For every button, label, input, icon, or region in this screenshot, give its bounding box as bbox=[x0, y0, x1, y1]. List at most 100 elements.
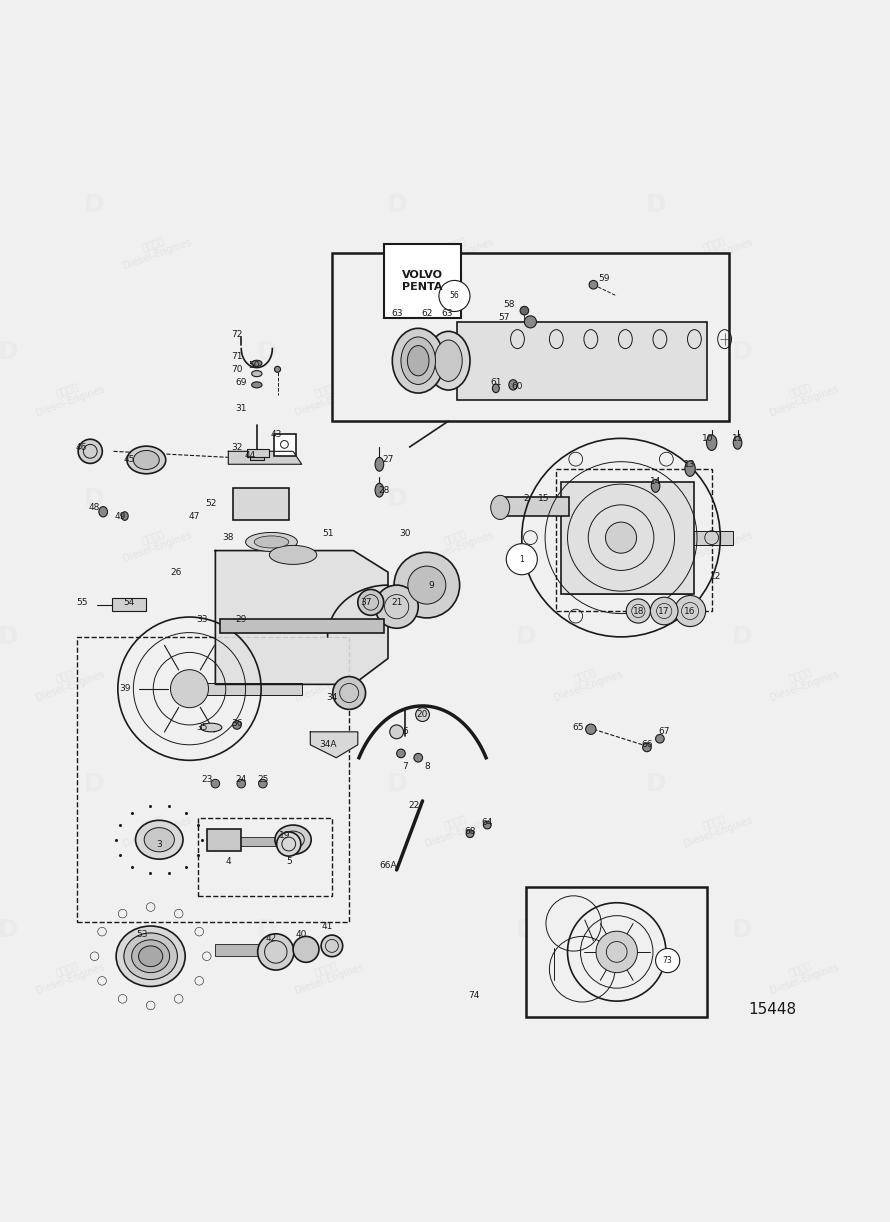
Ellipse shape bbox=[200, 723, 222, 732]
Bar bbox=[250, 451, 263, 459]
Ellipse shape bbox=[321, 935, 343, 957]
Ellipse shape bbox=[277, 832, 301, 857]
Ellipse shape bbox=[509, 380, 517, 390]
Text: D: D bbox=[645, 771, 666, 796]
Text: 53: 53 bbox=[136, 930, 148, 940]
Ellipse shape bbox=[427, 331, 470, 390]
Text: 6: 6 bbox=[402, 727, 409, 737]
Text: 34: 34 bbox=[327, 693, 337, 701]
Text: 40: 40 bbox=[296, 930, 307, 940]
Text: 74: 74 bbox=[469, 991, 480, 1000]
Text: D: D bbox=[0, 340, 19, 364]
Ellipse shape bbox=[258, 934, 294, 970]
Ellipse shape bbox=[244, 490, 265, 516]
Circle shape bbox=[439, 280, 470, 312]
Text: 30: 30 bbox=[400, 529, 411, 538]
Text: 43: 43 bbox=[270, 430, 281, 439]
Circle shape bbox=[394, 552, 459, 618]
Text: 36: 36 bbox=[231, 719, 243, 728]
Text: 聚发动力
Diesel-Engines: 聚发动力 Diesel-Engines bbox=[117, 804, 192, 849]
Text: 20: 20 bbox=[417, 710, 428, 719]
Circle shape bbox=[675, 595, 706, 627]
Ellipse shape bbox=[490, 495, 510, 519]
Text: 57: 57 bbox=[498, 313, 510, 323]
Text: 41: 41 bbox=[322, 921, 333, 930]
Bar bbox=[274, 434, 295, 456]
Text: D: D bbox=[257, 340, 278, 364]
Text: 51: 51 bbox=[322, 529, 334, 538]
Text: 34A: 34A bbox=[319, 741, 336, 749]
Text: 52: 52 bbox=[206, 499, 217, 507]
Bar bbox=[232, 488, 288, 521]
Bar bbox=[384, 244, 461, 318]
Text: 聚发动力
Diesel-Engines: 聚发动力 Diesel-Engines bbox=[765, 373, 840, 418]
Text: D: D bbox=[0, 919, 19, 942]
Text: 66A: 66A bbox=[379, 862, 397, 870]
Text: 29: 29 bbox=[236, 615, 247, 624]
Text: 聚发动力
Diesel-Engines: 聚发动力 Diesel-Engines bbox=[549, 373, 624, 418]
Text: 8: 8 bbox=[424, 761, 430, 771]
Text: 72: 72 bbox=[231, 330, 243, 340]
Text: 67: 67 bbox=[659, 727, 670, 737]
Ellipse shape bbox=[99, 507, 108, 517]
Text: 35: 35 bbox=[197, 723, 208, 732]
Text: 69: 69 bbox=[236, 378, 247, 387]
Text: 48: 48 bbox=[89, 503, 101, 512]
Text: 聚发动力
Diesel-Engines: 聚发动力 Diesel-Engines bbox=[31, 373, 106, 418]
Circle shape bbox=[171, 670, 208, 708]
Circle shape bbox=[375, 585, 418, 628]
Text: 68: 68 bbox=[465, 826, 476, 836]
Text: 19: 19 bbox=[279, 831, 290, 840]
Text: 38: 38 bbox=[222, 533, 234, 543]
Ellipse shape bbox=[270, 545, 317, 565]
Text: D: D bbox=[732, 919, 752, 942]
Ellipse shape bbox=[144, 827, 174, 852]
Ellipse shape bbox=[132, 940, 170, 973]
Text: 58: 58 bbox=[503, 301, 514, 309]
Text: 5: 5 bbox=[286, 857, 292, 866]
Text: 31: 31 bbox=[236, 403, 247, 413]
Ellipse shape bbox=[232, 721, 241, 730]
Text: 聚发动力
Diesel-Engines: 聚发动力 Diesel-Engines bbox=[419, 804, 495, 849]
Ellipse shape bbox=[78, 439, 102, 463]
Text: 10: 10 bbox=[701, 434, 713, 442]
Polygon shape bbox=[215, 551, 388, 684]
Bar bbox=[190, 683, 302, 695]
Text: 39: 39 bbox=[119, 684, 131, 693]
Text: 1: 1 bbox=[520, 555, 524, 563]
Polygon shape bbox=[311, 732, 358, 758]
Ellipse shape bbox=[127, 446, 166, 474]
Text: 37: 37 bbox=[360, 598, 372, 607]
Ellipse shape bbox=[237, 780, 246, 788]
Text: D: D bbox=[645, 486, 666, 511]
Text: 7: 7 bbox=[402, 761, 409, 771]
Circle shape bbox=[408, 566, 446, 604]
Ellipse shape bbox=[358, 589, 384, 616]
Circle shape bbox=[605, 522, 636, 554]
Text: D: D bbox=[85, 193, 105, 218]
Bar bbox=[198, 819, 332, 896]
Text: 聚发动力
Diesel-Engines: 聚发动力 Diesel-Engines bbox=[678, 226, 754, 271]
Text: 聚发动力
Diesel-Engines: 聚发动力 Diesel-Engines bbox=[117, 519, 192, 565]
Text: 66: 66 bbox=[641, 741, 652, 749]
Bar bbox=[206, 829, 241, 851]
Text: D: D bbox=[516, 624, 537, 649]
Circle shape bbox=[596, 931, 637, 973]
Ellipse shape bbox=[524, 315, 537, 327]
Text: 22: 22 bbox=[409, 800, 419, 810]
Text: 65: 65 bbox=[572, 723, 584, 732]
Ellipse shape bbox=[139, 946, 163, 967]
Ellipse shape bbox=[252, 360, 262, 367]
Text: 9: 9 bbox=[428, 580, 434, 589]
Text: D: D bbox=[386, 771, 407, 796]
Bar bbox=[247, 448, 269, 457]
Ellipse shape bbox=[258, 780, 267, 788]
Ellipse shape bbox=[733, 436, 742, 450]
Text: 12: 12 bbox=[710, 572, 722, 580]
Ellipse shape bbox=[252, 381, 262, 387]
Ellipse shape bbox=[483, 821, 491, 829]
Bar bbox=[77, 637, 349, 921]
Polygon shape bbox=[229, 451, 302, 464]
Bar bbox=[332, 253, 729, 422]
Bar bbox=[457, 321, 708, 400]
